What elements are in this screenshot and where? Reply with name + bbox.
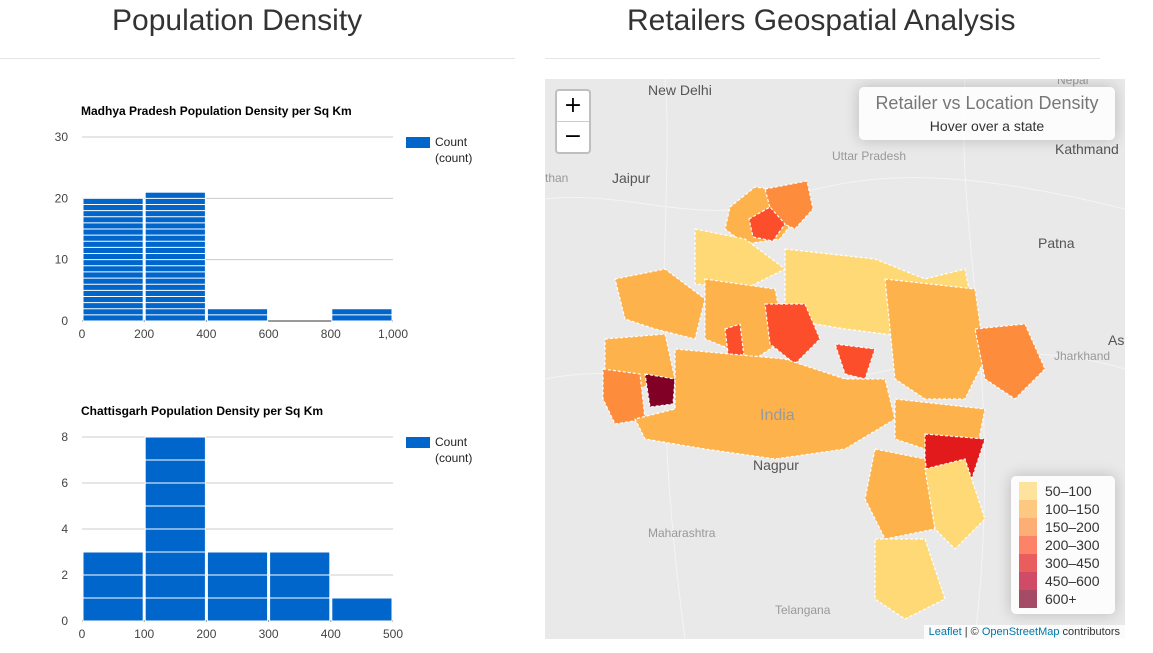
place-telangana: Telangana [775, 603, 831, 617]
madhya-pradesh-histogram: Madhya Pradesh Population Density per Sq… [55, 104, 473, 341]
legend-row: 50–100 [1019, 482, 1107, 500]
osm-link[interactable]: OpenStreetMap [981, 626, 1060, 638]
histogram-bar[interactable] [331, 597, 393, 622]
info-panel: Retailer vs Location Density Hover over … [859, 87, 1115, 140]
map-canvas[interactable] [545, 79, 1125, 639]
legend-label: Count [435, 435, 468, 449]
x-tick-label: 100 [134, 627, 154, 641]
legend-swatch [1019, 500, 1037, 518]
y-tick-label: 6 [61, 476, 68, 490]
legend-label: 150–200 [1045, 519, 1100, 535]
x-tick-label: 400 [196, 327, 216, 341]
leaflet-link[interactable]: Leaflet [928, 626, 962, 638]
chart-title: Chattisgarh Population Density per Sq Km [81, 404, 323, 418]
attribution-contributors: contributors [1059, 626, 1120, 638]
x-tick-label: 800 [321, 327, 341, 341]
histogram-bar[interactable] [144, 191, 206, 322]
histogram-bar[interactable] [82, 197, 144, 322]
place-india: India [760, 407, 795, 424]
place-jharkhand: Jharkhand [1054, 349, 1111, 363]
x-tick-label: 200 [196, 627, 216, 641]
place-kathmandu: Kathmand [1055, 141, 1119, 157]
place-jaipur: Jaipur [612, 170, 651, 186]
place-uttar-pradesh: Uttar Pradesh [832, 149, 907, 163]
left-divider [0, 58, 515, 59]
legend-label: 100–150 [1045, 501, 1100, 517]
choropleth-map[interactable]: New Delhi Jaipur Patna Nagpur Kathmand U… [545, 79, 1125, 639]
y-tick-label: 0 [61, 314, 68, 328]
legend-row: 300–450 [1019, 554, 1107, 572]
x-tick-label: 1,000 [378, 327, 408, 341]
legend-row: 200–300 [1019, 536, 1107, 554]
legend-row: 100–150 [1019, 500, 1107, 518]
y-tick-label: 4 [61, 522, 68, 536]
zoom-out-button[interactable]: − [557, 121, 589, 152]
map-attribution: Leaflet | © OpenStreetMap contributors [923, 625, 1125, 639]
legend-swatch [1019, 518, 1037, 536]
x-tick-label: 400 [321, 627, 341, 641]
legend-sublabel: (count) [435, 151, 472, 165]
legend-label: 300–450 [1045, 555, 1100, 571]
x-tick-label: 0 [79, 327, 86, 341]
legend-label: 50–100 [1045, 483, 1092, 499]
legend-row: 450–600 [1019, 572, 1107, 590]
legend-swatch [1019, 554, 1037, 572]
place-patna: Patna [1038, 235, 1075, 251]
y-tick-label: 20 [55, 191, 69, 205]
chart-title: Madhya Pradesh Population Density per Sq… [81, 104, 352, 118]
x-tick-label: 600 [259, 327, 279, 341]
retailers-analysis-title: Retailers Geospatial Analysis [627, 4, 1016, 37]
y-tick-label: 0 [61, 614, 68, 628]
legend-label: Count [435, 135, 468, 149]
y-tick-label: 2 [61, 568, 68, 582]
zoom-in-button[interactable]: + [563, 93, 583, 118]
histogram-bar[interactable] [331, 308, 393, 322]
place-assam: As [1108, 332, 1125, 348]
legend-label: 600+ [1045, 591, 1077, 607]
legend-row: 150–200 [1019, 518, 1107, 536]
place-nepal: Nepal [1057, 79, 1089, 87]
x-tick-label: 500 [383, 627, 403, 641]
place-maharashtra: Maharashtra [648, 526, 716, 540]
legend-swatch [1019, 536, 1037, 554]
attribution-separator: | © [961, 626, 982, 638]
population-density-title: Population Density [112, 4, 363, 37]
legend-label: 450–600 [1045, 573, 1100, 589]
legend-sublabel: (count) [435, 451, 472, 465]
place-new-delhi: New Delhi [648, 82, 712, 98]
legend-row: 600+ [1019, 590, 1107, 608]
x-tick-label: 200 [134, 327, 154, 341]
map-legend: 50–100 100–150 150–200 200–300 300–450 450–60… [1011, 476, 1115, 614]
chattisgarh-histogram: Chattisgarh Population Density per Sq Km… [61, 404, 472, 641]
place-nagpur: Nagpur [753, 457, 799, 473]
legend-swatch [406, 437, 430, 448]
histogram-bar[interactable] [144, 436, 206, 622]
y-tick-label: 8 [61, 430, 68, 444]
y-tick-label: 30 [55, 130, 69, 144]
place-rajasthan-fragment: than [545, 171, 569, 185]
legend-swatch [1019, 572, 1037, 590]
histogram-bar[interactable] [82, 551, 144, 622]
legend-swatch [1019, 482, 1037, 500]
histogram-bar[interactable] [206, 308, 269, 322]
histogram-bar[interactable] [269, 551, 331, 622]
legend-swatch [1019, 590, 1037, 608]
info-hint: Hover over a state [929, 118, 1045, 134]
y-tick-label: 10 [55, 253, 69, 267]
right-divider [545, 58, 1100, 59]
legend-label: 200–300 [1045, 537, 1100, 553]
info-title: Retailer vs Location Density [875, 93, 1099, 113]
zoom-control: + − [555, 89, 591, 154]
x-tick-label: 0 [79, 627, 86, 641]
histogram-bar[interactable] [206, 551, 269, 622]
x-tick-label: 300 [259, 627, 279, 641]
legend-swatch [406, 137, 430, 148]
